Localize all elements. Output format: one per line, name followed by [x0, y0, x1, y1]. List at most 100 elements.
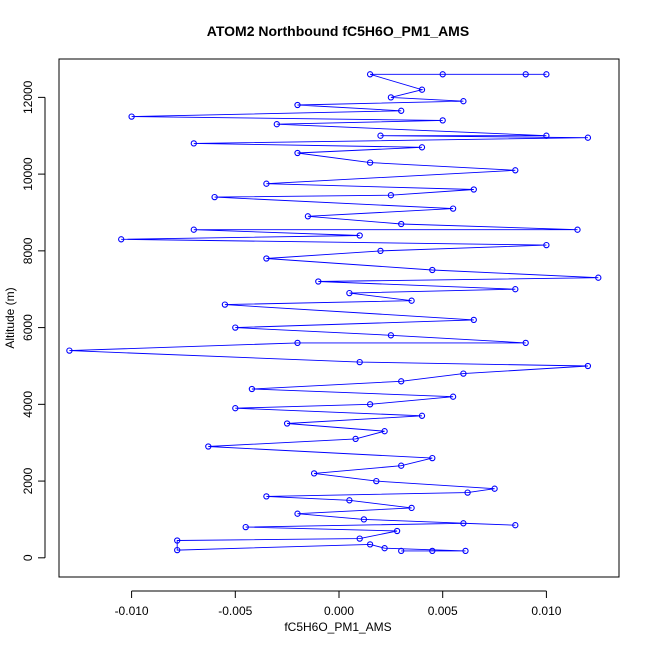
data-point	[387, 332, 395, 339]
data-point	[449, 205, 457, 212]
data-point	[190, 226, 197, 233]
data-point	[387, 94, 395, 101]
data-point	[232, 324, 239, 331]
data-point	[543, 132, 550, 139]
data-point	[512, 286, 519, 293]
data-point	[512, 167, 519, 174]
data-point	[315, 278, 322, 285]
data-point	[398, 547, 405, 555]
data-point	[304, 213, 312, 220]
data-point	[263, 255, 270, 262]
data-point	[356, 232, 363, 239]
y-axis-label: Altitude (m)	[3, 287, 17, 348]
y-tick-label: 10000	[21, 157, 35, 191]
data-point	[294, 510, 301, 517]
data-point	[460, 370, 467, 377]
data-point	[408, 504, 415, 512]
data-point	[429, 454, 436, 462]
data-point	[273, 121, 280, 128]
y-tick-label: 6000	[21, 314, 35, 341]
data-point	[366, 401, 374, 408]
x-tick-label: 0.000	[324, 604, 354, 618]
data-point	[512, 522, 519, 529]
data-point	[522, 71, 529, 78]
data-point	[294, 101, 301, 109]
data-point	[584, 134, 592, 141]
data-point	[595, 274, 602, 281]
data-point	[377, 247, 384, 255]
data-point	[460, 98, 467, 105]
data-point	[584, 362, 592, 370]
data-point	[294, 339, 301, 347]
data-point	[128, 113, 135, 120]
data-point	[242, 523, 249, 531]
data-point	[346, 289, 353, 297]
data-point	[393, 527, 401, 535]
series-layer	[66, 71, 602, 555]
data-point	[398, 462, 405, 469]
data-point	[491, 485, 498, 492]
data-point	[263, 493, 270, 500]
data-point	[373, 477, 380, 485]
y-tick-label: 0	[21, 554, 35, 561]
data-point	[221, 301, 229, 308]
data-point	[360, 516, 368, 523]
data-point	[398, 220, 405, 228]
x-axis: -0.010 -0.005 0.000 0.005 0.010	[115, 590, 562, 618]
data-point	[232, 405, 239, 412]
y-tick-label: 2000	[21, 467, 35, 494]
y-tick-label: 12000	[21, 80, 35, 114]
data-point	[460, 520, 467, 527]
x-axis-label: fC5H6O_PM1_AMS	[284, 620, 391, 634]
data-point	[346, 497, 353, 504]
data-point	[366, 71, 374, 78]
data-point	[66, 347, 73, 354]
x-tick-label: -0.005	[218, 604, 252, 618]
data-point	[205, 443, 212, 450]
data-point	[211, 193, 218, 201]
data-point	[352, 435, 359, 443]
data-point	[574, 226, 581, 233]
data-point	[543, 241, 550, 249]
data-point	[174, 537, 181, 544]
data-point	[418, 412, 426, 419]
data-point	[462, 547, 469, 555]
data-point	[356, 535, 363, 542]
data-point	[464, 489, 471, 496]
y-tick-label: 4000	[21, 391, 35, 418]
plot-frame	[58, 58, 620, 578]
data-point	[543, 71, 550, 78]
chart-title: ATOM2 Northbound fC5H6O_PM1_AMS	[207, 23, 469, 39]
data-point	[398, 107, 405, 114]
data-point	[439, 71, 446, 78]
x-tick-label: 0.010	[531, 604, 561, 618]
data-point	[174, 546, 181, 554]
series-line	[69, 73, 599, 552]
data-point	[387, 192, 395, 199]
data-point	[418, 86, 426, 93]
x-tick-label: -0.010	[115, 604, 149, 618]
data-point	[408, 297, 415, 304]
data-point	[470, 316, 477, 324]
data-point	[418, 144, 426, 151]
data-point	[429, 547, 436, 555]
data-point	[429, 266, 436, 274]
data-point	[366, 159, 374, 166]
data-point	[470, 186, 477, 193]
data-point	[294, 149, 301, 157]
data-point	[449, 393, 457, 400]
data-point	[356, 358, 363, 366]
x-tick-label: 0.005	[428, 604, 458, 618]
y-tick-label: 8000	[21, 237, 35, 264]
data-point	[381, 545, 388, 552]
data-point	[522, 339, 529, 347]
data-point	[263, 180, 270, 187]
data-point	[439, 117, 446, 124]
data-point	[377, 132, 384, 139]
data-point	[398, 378, 405, 385]
data-point	[118, 236, 125, 243]
data-point	[310, 470, 318, 477]
data-point	[190, 140, 197, 147]
y-axis: 0 2000 4000 6000 8000 10000 12000	[21, 80, 46, 561]
